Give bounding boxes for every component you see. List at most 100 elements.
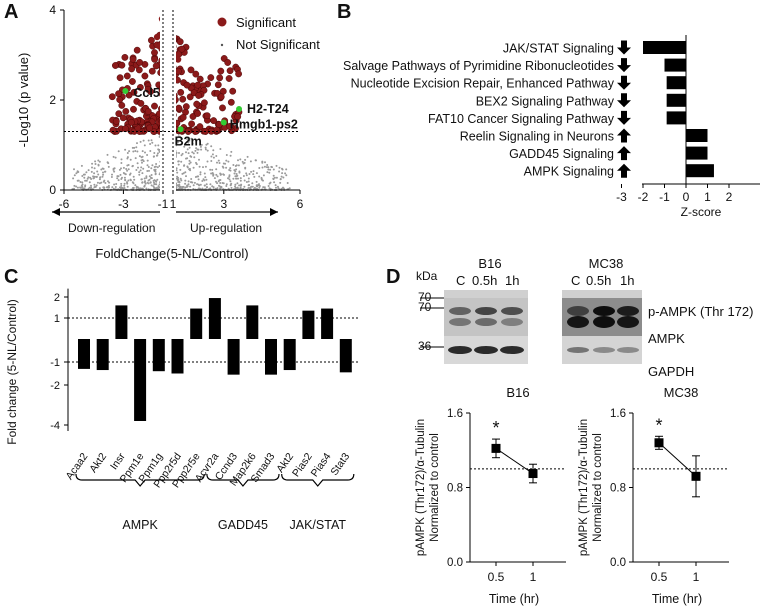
non-significant-point xyxy=(81,181,84,184)
non-significant-point xyxy=(139,169,142,172)
kda-label: kDa xyxy=(416,269,438,283)
non-significant-point xyxy=(212,156,215,159)
non-significant-point xyxy=(267,185,270,187)
non-significant-point xyxy=(195,163,198,166)
non-significant-point xyxy=(136,150,139,153)
significant-point xyxy=(116,74,124,82)
non-significant-point xyxy=(219,172,222,175)
panel-b-letter: B xyxy=(337,1,351,23)
non-significant-point xyxy=(153,183,156,186)
fold-change-bar xyxy=(208,298,221,339)
non-significant-point xyxy=(267,168,270,171)
non-significant-point xyxy=(243,161,246,164)
pathway-label: GADD45 Signaling xyxy=(509,147,614,161)
non-significant-point xyxy=(212,149,215,152)
up-arrow-icon xyxy=(617,146,631,161)
non-significant-point xyxy=(138,171,141,174)
non-significant-point xyxy=(253,175,256,178)
non-significant-point xyxy=(251,185,254,188)
pathway-zscore-chart: JAK/STAT Signaling Salvage Pathways of Py… xyxy=(343,35,760,219)
non-significant-point xyxy=(91,162,94,165)
non-significant-point xyxy=(210,155,213,158)
non-significant-point xyxy=(197,178,200,181)
non-significant-point xyxy=(179,168,182,171)
non-significant-point xyxy=(113,170,116,173)
non-significant-point xyxy=(273,181,276,184)
panel-c-letter: C xyxy=(4,266,18,288)
fold-change-bar xyxy=(246,305,259,339)
non-significant-point xyxy=(141,172,144,175)
non-significant-point xyxy=(279,178,282,180)
gene-group-brackets: AMPK GADD45 JAK/STAT xyxy=(75,473,355,532)
non-significant-point xyxy=(175,177,178,180)
significant-point xyxy=(179,95,187,103)
line-chart-title: B16 xyxy=(506,385,529,400)
line-chart-point xyxy=(654,438,664,448)
non-significant-point xyxy=(228,178,231,181)
non-significant-point xyxy=(140,166,143,169)
non-significant-point xyxy=(213,177,216,180)
non-significant-point xyxy=(201,180,204,182)
non-significant-point xyxy=(209,168,212,171)
highlighted-gene-point xyxy=(220,119,227,126)
non-significant-point xyxy=(225,159,228,162)
non-significant-point xyxy=(73,187,75,190)
significant-point xyxy=(195,92,203,99)
non-significant-point xyxy=(123,187,126,189)
non-significant-point xyxy=(216,175,219,178)
pathway-label: AMPK Signaling xyxy=(524,165,614,179)
non-significant-point xyxy=(188,159,191,162)
non-significant-point xyxy=(149,150,152,152)
non-significant-point xyxy=(244,158,247,161)
non-significant-point xyxy=(79,181,82,183)
highlighted-gene-label: Hmgb1-ps2 xyxy=(230,118,298,132)
non-significant-point xyxy=(97,159,100,162)
non-significant-point xyxy=(140,178,143,181)
non-significant-point xyxy=(101,175,104,178)
non-significant-point xyxy=(113,183,116,186)
non-significant-point xyxy=(218,162,221,164)
non-significant-point xyxy=(179,177,182,180)
non-significant-point xyxy=(258,185,261,187)
non-significant-point xyxy=(181,186,184,188)
non-significant-point xyxy=(268,182,271,185)
non-significant-point xyxy=(239,179,242,182)
gene-label: Pias4 xyxy=(309,451,334,480)
non-significant-point xyxy=(153,168,156,171)
pathway-bar xyxy=(643,41,686,54)
significant-point xyxy=(226,122,234,130)
non-significant-point xyxy=(268,171,271,174)
western-blot: kDa B16 MC38 C 0.5h 1h C 0.5h 1h 70 70 3… xyxy=(416,256,753,379)
non-significant-point xyxy=(241,160,244,163)
non-significant-point xyxy=(117,175,120,178)
non-significant-point xyxy=(146,164,149,167)
fold-change-bar xyxy=(321,308,334,339)
up-arrow-icon xyxy=(617,163,631,178)
non-significant-point xyxy=(100,168,103,171)
significant-point xyxy=(183,81,191,89)
significant-point xyxy=(151,55,159,63)
non-significant-point xyxy=(185,157,187,160)
non-significant-point xyxy=(85,171,88,174)
fold-change-bar xyxy=(78,339,90,369)
non-significant-point xyxy=(184,171,187,174)
non-significant-point xyxy=(278,166,281,169)
significant-point xyxy=(229,87,237,95)
volcano-ticks: -6 -3 -1 1 3 6 0 2 4 xyxy=(49,3,303,211)
non-significant-point xyxy=(186,184,189,187)
volcano-x-tick-label: -6 xyxy=(59,197,70,211)
non-significant-point xyxy=(200,143,203,146)
non-significant-point xyxy=(102,180,105,183)
non-significant-point xyxy=(73,168,75,171)
non-significant-point xyxy=(155,183,158,186)
non-significant-point xyxy=(146,154,149,156)
non-significant-point xyxy=(177,181,180,183)
significant-point xyxy=(153,33,161,41)
non-significant-point xyxy=(98,160,101,163)
zscore-tick-label: -2 xyxy=(638,190,649,204)
non-significant-point xyxy=(103,170,106,173)
non-significant-point xyxy=(149,181,152,184)
non-significant-point xyxy=(227,160,230,163)
non-significant-point xyxy=(120,182,123,185)
non-significant-point xyxy=(225,154,228,156)
